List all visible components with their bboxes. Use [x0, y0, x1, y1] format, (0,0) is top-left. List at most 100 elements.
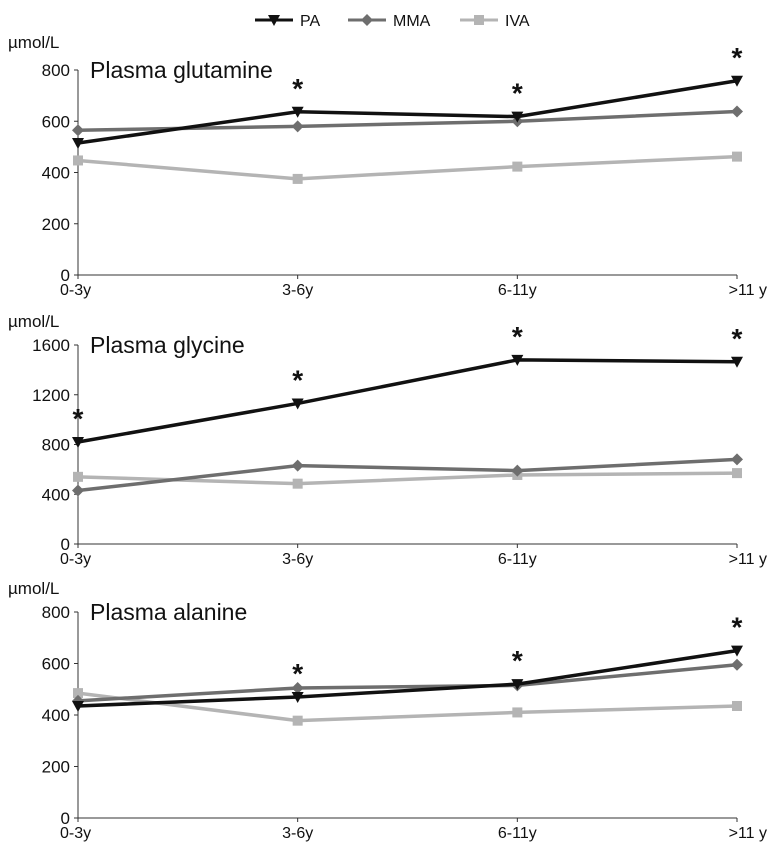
series-pa	[72, 354, 743, 449]
series-line	[77, 154, 738, 181]
series-pa	[72, 645, 743, 712]
data-point	[732, 700, 742, 711]
data-point	[291, 120, 304, 133]
data-point	[512, 161, 523, 172]
y-tick-label: 600	[42, 655, 70, 674]
y-tick-label: 0	[61, 266, 70, 285]
legend-marker	[268, 15, 280, 26]
panel-plasma-glycine: µmol/L 0 400 800 1200 1600 0-3y 3-6y 6-11y >11 y P…	[8, 312, 767, 568]
data-point	[731, 356, 743, 368]
significance-marker: *	[732, 612, 743, 643]
significance-marker: *	[732, 323, 743, 354]
data-point	[291, 681, 304, 694]
significance-marker: *	[512, 321, 523, 352]
data-point	[73, 471, 83, 482]
y-tick-label: 1200	[32, 386, 70, 405]
panel-title: Plasma alanine	[90, 599, 247, 625]
data-point	[511, 679, 524, 691]
y-tick-label: 0	[61, 535, 70, 554]
significance-marker: *	[512, 78, 523, 109]
x-tick-label: 3-6y	[282, 825, 313, 842]
data-point	[291, 459, 304, 472]
data-point	[732, 468, 742, 479]
y-axis-label: µmol/L	[8, 312, 59, 331]
y-tick-label: 800	[42, 436, 70, 455]
y-axis-label: µmol/L	[8, 33, 59, 52]
legend-label: MMA	[393, 13, 431, 30]
y-tick-label: 400	[42, 485, 70, 504]
x-tick-label: 0-3y	[60, 825, 91, 842]
y-tick-label: 200	[42, 215, 70, 234]
series-line	[77, 663, 738, 703]
data-point	[291, 691, 304, 703]
y-tick-label: 400	[42, 164, 70, 183]
series-iva	[73, 688, 742, 726]
data-point	[511, 111, 524, 123]
series-line	[77, 471, 738, 486]
y-tick-label: 600	[42, 112, 70, 131]
data-point	[511, 354, 524, 366]
legend: PA MMA IVA	[255, 13, 530, 30]
data-point	[732, 151, 742, 162]
y-tick-label: 200	[42, 758, 70, 777]
legend-item-iva: IVA	[460, 13, 530, 30]
data-point	[731, 658, 743, 671]
series-line	[77, 79, 738, 145]
significance-marker: *	[292, 658, 303, 689]
legend-label: IVA	[505, 13, 530, 30]
legend-label: PA	[300, 13, 320, 30]
data-point	[291, 106, 304, 118]
x-tick-label: 6-11y	[498, 825, 537, 842]
data-point	[73, 688, 83, 699]
series-line	[77, 691, 738, 723]
data-point	[731, 453, 743, 466]
y-tick-label: 400	[42, 706, 70, 725]
x-tick-label: 0-3y	[60, 282, 91, 299]
data-point	[72, 700, 84, 712]
y-axis-label: µmol/L	[8, 579, 59, 598]
series-mma	[72, 105, 743, 137]
x-tick-label: 3-6y	[282, 282, 313, 299]
significance-marker: *	[732, 42, 743, 73]
panel-title: Plasma glutamine	[90, 57, 273, 83]
data-point	[72, 124, 84, 137]
panel-title: Plasma glycine	[90, 332, 245, 358]
data-point	[292, 478, 303, 489]
series-iva	[73, 151, 742, 184]
data-point	[292, 715, 303, 726]
data-point	[291, 398, 304, 410]
series-mma	[72, 453, 743, 497]
data-point	[73, 155, 83, 166]
legend-marker	[474, 15, 484, 25]
x-tick-label: 0-3y	[60, 551, 91, 568]
series-line	[77, 457, 738, 493]
panel-plasma-glutamine: µmol/L 0 200 400 600 800 0-3y 3-6y 6-11y >11 y Pla…	[8, 33, 767, 299]
x-tick-label: >11 y	[729, 282, 767, 299]
x-tick-label: 6-11y	[498, 282, 537, 299]
chart-panels: µmol/L 0 200 400 600 800 0-3y 3-6y 6-11y >11 y Pla…	[8, 33, 767, 842]
series-line	[77, 358, 738, 444]
data-point	[72, 484, 84, 497]
series-pa	[72, 75, 743, 150]
legend-item-pa: PA	[255, 13, 320, 30]
significance-marker: *	[292, 364, 303, 395]
x-tick-label: 3-6y	[282, 551, 313, 568]
y-tick-label: 800	[42, 603, 70, 622]
y-tick-label: 1600	[32, 336, 70, 355]
x-tick-label: >11 y	[729, 825, 767, 842]
y-tick-label: 800	[42, 61, 70, 80]
significance-marker: *	[512, 645, 523, 676]
data-point	[72, 138, 84, 150]
data-point	[292, 173, 303, 184]
y-tick-label: 0	[61, 809, 70, 828]
data-point	[512, 707, 523, 718]
series-line	[77, 648, 738, 708]
data-point	[731, 75, 743, 87]
significance-marker: *	[292, 73, 303, 104]
x-tick-label: 6-11y	[498, 551, 537, 568]
data-point	[72, 437, 84, 449]
legend-item-mma: MMA	[348, 13, 431, 30]
data-point	[511, 464, 524, 477]
panel-plasma-alanine: µmol/L 0 200 400 600 800 0-3y 3-6y 6-11y >11 y Pla…	[8, 579, 767, 842]
